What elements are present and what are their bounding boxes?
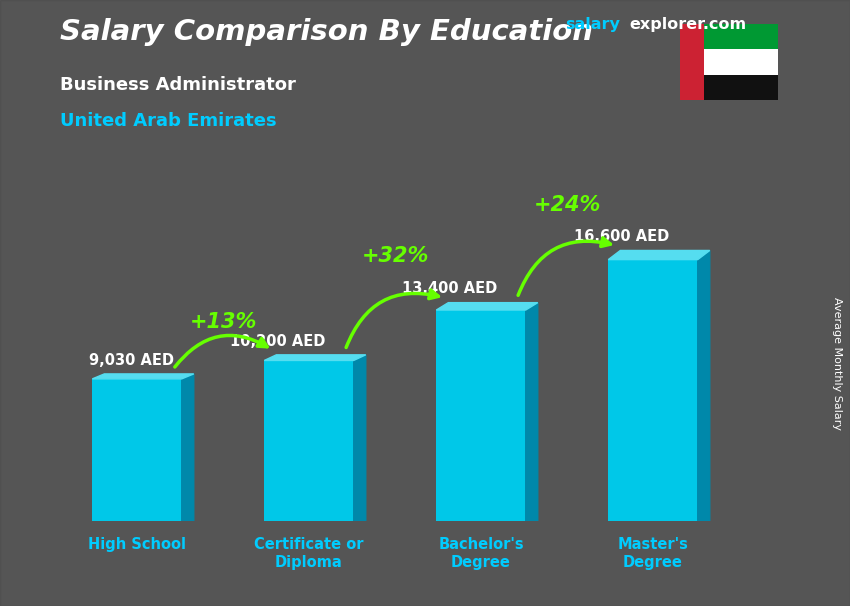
Polygon shape: [93, 374, 194, 379]
Text: 9,030 AED: 9,030 AED: [89, 353, 174, 368]
Bar: [609, 259, 698, 521]
Polygon shape: [264, 355, 366, 361]
Bar: [436, 310, 525, 521]
Text: +24%: +24%: [533, 196, 601, 216]
Polygon shape: [182, 374, 194, 521]
Bar: [264, 361, 354, 521]
FancyArrowPatch shape: [175, 336, 267, 367]
Polygon shape: [354, 355, 366, 521]
FancyArrowPatch shape: [346, 290, 439, 347]
Text: Average Monthly Salary: Average Monthly Salary: [832, 297, 842, 430]
Text: 10,200 AED: 10,200 AED: [230, 333, 326, 348]
Polygon shape: [698, 250, 710, 521]
Text: 13,400 AED: 13,400 AED: [402, 281, 497, 296]
Polygon shape: [525, 302, 538, 521]
Bar: [680, 75, 778, 100]
Text: 16,600 AED: 16,600 AED: [575, 229, 670, 244]
Text: explorer.com: explorer.com: [629, 17, 746, 32]
Text: United Arab Emirates: United Arab Emirates: [60, 112, 276, 130]
Text: +13%: +13%: [190, 312, 257, 332]
Text: salary: salary: [565, 17, 620, 32]
Bar: [680, 24, 705, 100]
Polygon shape: [436, 302, 538, 310]
Bar: [93, 379, 182, 521]
Text: +32%: +32%: [361, 246, 428, 266]
Bar: [680, 50, 778, 75]
Bar: [680, 24, 778, 50]
Text: Salary Comparison By Education: Salary Comparison By Education: [60, 18, 592, 46]
Text: Business Administrator: Business Administrator: [60, 76, 296, 94]
Polygon shape: [609, 250, 710, 259]
FancyArrowPatch shape: [518, 238, 610, 295]
